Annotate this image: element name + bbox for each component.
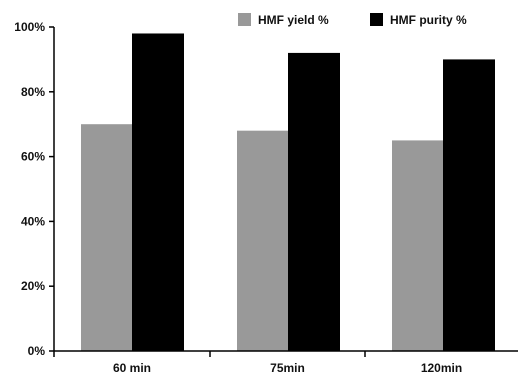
bar-purity-0 bbox=[132, 33, 184, 351]
y-tick-label-1: 20% bbox=[21, 279, 45, 293]
bar-purity-2 bbox=[443, 59, 495, 352]
y-tick-label-4: 80% bbox=[21, 85, 45, 99]
bar-yield-2 bbox=[392, 140, 444, 351]
legend: HMF yield % HMF purity % bbox=[238, 13, 467, 27]
legend-swatch-yield bbox=[238, 13, 251, 26]
x-tick-label-2: 120min bbox=[421, 361, 462, 375]
y-tick-label-2: 40% bbox=[21, 214, 45, 228]
x-tick-label-0: 60 min bbox=[113, 361, 151, 375]
y-tick-label-3: 60% bbox=[21, 150, 45, 164]
legend-swatch-purity bbox=[370, 13, 383, 26]
bar-yield-1 bbox=[237, 130, 289, 351]
bars-layer bbox=[81, 33, 495, 352]
x-tick-label-1: 75min bbox=[270, 361, 305, 375]
axes-layer: 0% 20% 40% 60% 80% 100% 60 min 75min 120min bbox=[14, 20, 518, 375]
y-tick-label-5: 100% bbox=[14, 20, 45, 34]
legend-label-purity: HMF purity % bbox=[390, 13, 467, 27]
legend-label-yield: HMF yield % bbox=[258, 13, 329, 27]
bar-purity-1 bbox=[288, 52, 340, 352]
bar-yield-0 bbox=[81, 124, 133, 351]
y-tick-label-0: 0% bbox=[28, 344, 46, 358]
